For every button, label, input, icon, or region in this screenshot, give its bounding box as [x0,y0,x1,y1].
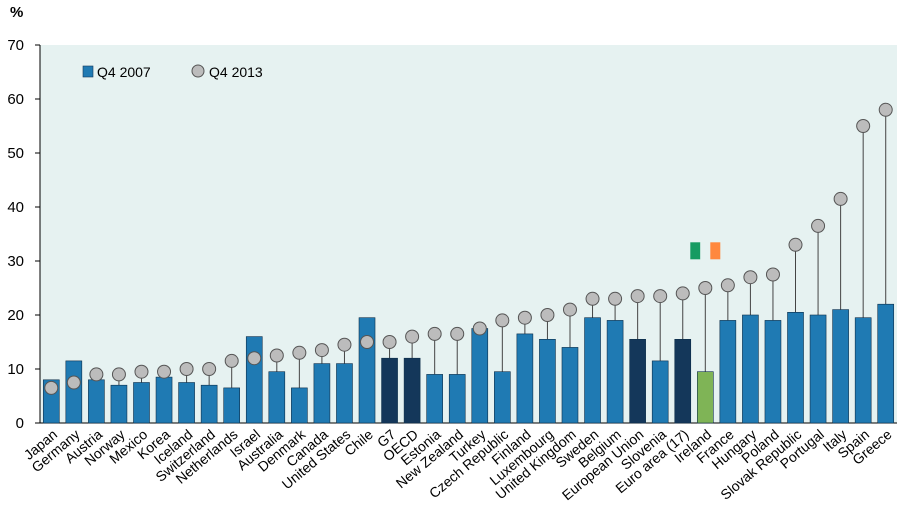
marker-q4-2013 [743,270,758,285]
marker-q4-2013 [292,345,307,360]
bar-q4-2007 [719,320,737,424]
marker-q4-2013 [698,281,713,295]
marker-q4-2013 [720,278,735,293]
bar-q4-2007 [381,357,398,424]
marker-q4-2013 [833,191,848,206]
bar-q4-2007 [200,384,218,424]
marker-q4-2013 [450,326,465,341]
bars [42,303,895,424]
bar-q4-2007 [133,382,150,424]
legend-swatch-marker [191,64,205,78]
legend-label-q4-2013: Q4 2013 [209,64,263,80]
marker-q4-2013 [472,321,487,336]
bar-q4-2007 [697,371,714,424]
marker-q4-2013 [314,343,329,358]
bar-q4-2007 [178,382,195,424]
bar-q4-2007 [629,338,646,424]
bar-q4-2007 [764,320,782,424]
bar-q4-2007 [584,317,601,424]
y-tick-label: 40 [7,199,24,216]
bar-q4-2007 [336,363,353,424]
bar-q4-2007 [155,376,173,424]
ireland-flag-icon [690,242,721,260]
marker-q4-2013 [675,286,690,301]
marker-q4-2013 [608,291,623,306]
marker-q4-2013 [337,337,352,352]
flag-green-stripe [690,242,701,260]
bar-q4-2007 [494,371,511,424]
bar-q4-2007 [561,347,579,424]
marker-q4-2013 [360,335,375,349]
marker-q4-2013 [382,335,397,349]
marker-q4-2013 [562,302,577,317]
marker-q4-2013 [427,326,442,341]
bar-q4-2007 [88,379,105,424]
y-tick-label: 50 [7,145,24,162]
legend-label-q4-2007: Q4 2007 [97,64,151,80]
y-axis-unit-label: % [10,4,23,21]
bar-q4-2007 [426,374,443,424]
flag-white-stripe [700,242,711,260]
bar-q4-2007 [516,333,534,424]
marker-q4-2013 [66,375,81,390]
marker-q4-2013 [517,310,532,325]
marker-q4-2013 [405,329,420,344]
bar-q4-2007 [674,338,692,424]
bar-q4-2007 [268,371,286,424]
bar-q4-2007 [448,374,466,424]
bar-q4-2007 [313,363,331,424]
bar-q4-2007 [223,387,240,424]
legend: Q4 2007 Q4 2013 [82,64,263,80]
bar-q4-2007 [742,314,759,424]
marker-q4-2013 [134,364,149,379]
y-tick-label: 10 [7,361,24,378]
markers [44,102,893,395]
bar-q4-2007 [403,357,421,424]
flag-orange-stripe [710,242,721,260]
bar-q4-2007 [358,317,376,424]
y-tick-label: 70 [7,37,24,54]
bar-q4-2007 [651,360,669,424]
y-tick-label: 60 [7,91,24,108]
marker-q4-2013 [44,380,59,395]
marker-q4-2013 [788,237,803,252]
bar-q4-2007 [832,309,849,424]
bar-q4-2007 [291,387,308,424]
marker-q4-2013 [89,367,104,382]
y-tick-label: 20 [7,307,24,324]
bar-q4-2007 [471,328,489,424]
bar-q4-2007 [110,384,128,424]
marker-q4-2013 [111,367,126,382]
marker-q4-2013 [224,353,239,368]
marker-q4-2013 [179,362,194,376]
bar-q4-2007 [787,311,804,424]
marker-q4-2013 [811,218,826,233]
y-tick-label: 30 [7,253,24,270]
x-axis-labels: JapanGermanyAustriaNorwayMexicoKoreaIcel… [21,425,895,503]
bar-q4-2007 [245,336,263,424]
marker-q4-2013 [585,291,600,306]
marker-q4-2013 [856,119,871,133]
marker-q4-2013 [630,289,645,304]
bar-q4-2007 [606,320,624,424]
bar-q4-2007 [877,303,895,424]
marker-q4-2013 [540,308,555,322]
marker-q4-2013 [269,348,284,363]
marker-q4-2013 [765,267,780,282]
marker-q4-2013 [202,362,217,376]
marker-q4-2013 [878,102,893,117]
legend-swatch-bar [82,65,94,78]
bar-q4-2007 [65,360,83,424]
bar-q4-2007 [539,338,556,424]
y-tick-label: 0 [16,415,24,432]
marker-q4-2013 [495,313,510,328]
bar-q4-2007 [854,317,872,424]
bar-q4-2007 [809,314,827,424]
marker-q4-2013 [247,351,262,366]
marker-q4-2013 [653,289,668,304]
marker-q4-2013 [157,364,172,379]
